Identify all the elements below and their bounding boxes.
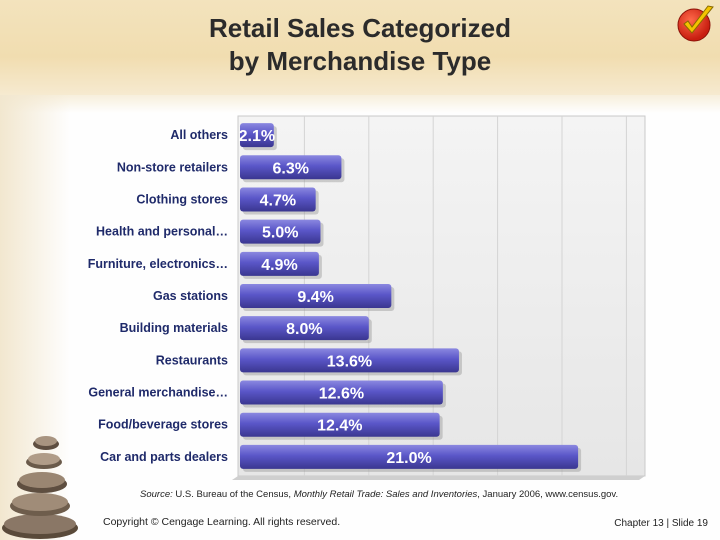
bar [240,155,342,180]
bar-data-label: 8.0% [286,321,322,338]
source-text-1: U.S. Bureau of the Census, [172,489,294,500]
category-label: Car and parts dealers [100,450,228,464]
slide-title-line-2: by Merchandise Type [228,46,492,76]
bar [240,316,369,341]
bar [240,123,274,148]
slide-title: Retail Sales Categorized by Merchandise … [110,12,610,78]
plot-floor [232,476,645,480]
category-label: Food/beverage stores [98,418,228,432]
slide-number: Chapter 13 | Slide 19 [614,518,708,529]
category-label: Non-store retailers [117,160,228,174]
bar-data-label: 4.9% [261,257,297,274]
category-label: All others [170,128,228,142]
bar-data-label: 12.4% [317,418,362,435]
checkmark-icon [677,5,714,42]
bar-data-label: 6.3% [272,160,308,177]
bar [240,284,392,308]
bar-data-label: 13.6% [327,353,372,370]
source-label: Source: [140,489,173,500]
bar-data-label: 9.4% [297,289,333,306]
slide-title-line-1: Retail Sales Categorized [209,13,511,43]
category-label: Restaurants [156,353,228,367]
bar-data-label: 21.0% [386,450,431,467]
category-label: Building materials [120,321,228,335]
bar-data-label: 5.0% [262,225,298,242]
category-label: Clothing stores [136,192,228,206]
bar [240,412,440,437]
category-label: General merchandise… [88,386,228,400]
bar [240,219,321,244]
bar-data-label: 4.7% [260,192,296,209]
source-publication: Monthly Retail Trade: Sales and Inventor… [293,489,478,500]
bar [240,251,319,276]
bar-data-label: 2.1% [239,128,275,145]
title-band-fade [0,95,720,113]
bar [240,380,443,405]
source-note: Source: U.S. Bureau of the Census, Month… [140,489,618,500]
category-label: Gas stations [153,289,228,303]
category-label: Health and personal… [96,225,228,239]
bar [240,348,459,373]
stacked-stones-image [2,436,78,539]
copyright-notice: Copyright © Cengage Learning. All rights… [103,516,341,528]
bar [240,187,316,212]
bar [240,444,579,469]
bar-data-label: 12.6% [319,386,364,403]
source-text-2: , January 2006, www.census.gov. [477,489,619,500]
title-band [0,0,720,95]
category-label: Furniture, electronics… [88,257,228,271]
